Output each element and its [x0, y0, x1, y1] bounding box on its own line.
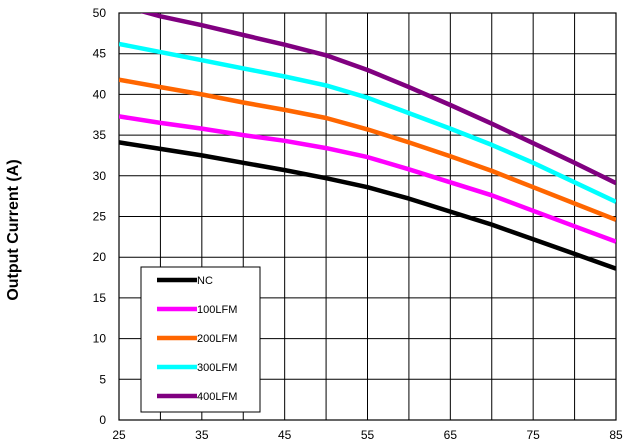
x-tick-label: 75 [526, 428, 540, 442]
y-tick-label: 15 [93, 291, 107, 305]
series-line-400lfm [139, 13, 616, 186]
y-tick-label: 45 [93, 47, 107, 61]
y-tick-label: 30 [93, 169, 107, 183]
y-tick-label: 20 [93, 250, 107, 264]
y-tick-label: 0 [99, 413, 106, 427]
y-tick-label: 40 [93, 87, 107, 101]
y-tick-label: 25 [93, 210, 107, 224]
legend-label: 200LFM [197, 333, 237, 345]
legend-label: NC [197, 275, 213, 287]
y-tick-label: 10 [93, 332, 107, 346]
plot-frame [118, 12, 617, 421]
series-line-nc [119, 140, 616, 271]
series-line-100lfm [119, 114, 616, 244]
x-tick-label: 35 [195, 428, 209, 442]
x-tick-label: 85 [609, 428, 623, 442]
legend: NC 100LFM 200LFM 300LFM 400LFM [140, 266, 261, 413]
series-line-200lfm [119, 77, 616, 222]
legend-label: 400LFM [197, 391, 237, 403]
x-tick-label: 55 [361, 428, 375, 442]
x-tick-label: 45 [278, 428, 292, 442]
legend-label: 100LFM [197, 304, 237, 316]
x-tick-label: 65 [444, 428, 458, 442]
y-tick-label: 5 [99, 372, 106, 386]
series-line-300lfm [119, 41, 616, 204]
legend-label: 300LFM [197, 362, 237, 374]
x-tick-label: 25 [112, 428, 126, 442]
y-tick-label: 35 [93, 128, 107, 142]
y-tick-label: 50 [93, 6, 107, 20]
